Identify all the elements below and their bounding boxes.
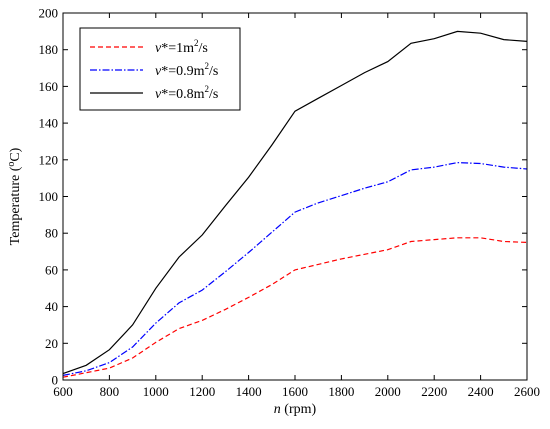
x-tick-label: 1200 bbox=[189, 384, 215, 399]
x-tick-label: 2400 bbox=[468, 384, 494, 399]
legend-entry-1: v*=1m2/s bbox=[155, 38, 208, 56]
x-axis-title: n (rpm) bbox=[274, 402, 317, 417]
series-line-2 bbox=[62, 161, 528, 376]
x-tick-label: 1000 bbox=[143, 384, 169, 399]
y-tick-label: 0 bbox=[52, 373, 59, 388]
legend-box bbox=[79, 27, 241, 111]
x-tick-label: 2000 bbox=[375, 384, 401, 399]
x-tick-label: 1800 bbox=[328, 384, 354, 399]
y-tick-label: 20 bbox=[45, 336, 58, 351]
x-tick-label: 600 bbox=[53, 384, 73, 399]
legend-entry-2: v*=0.9m2/s bbox=[155, 61, 218, 79]
y-tick-label: 100 bbox=[39, 189, 59, 204]
y-tick-label: 40 bbox=[45, 299, 58, 314]
x-tick-label: 800 bbox=[100, 384, 120, 399]
y-tick-label: 80 bbox=[45, 226, 58, 241]
x-tick-label: 2600 bbox=[514, 384, 540, 399]
x-tick-label: 1400 bbox=[236, 384, 262, 399]
y-tick-label: 160 bbox=[39, 79, 59, 94]
y-tick-label: 200 bbox=[39, 6, 59, 21]
series-line-3 bbox=[62, 30, 528, 375]
x-tick-label: 1600 bbox=[282, 384, 308, 399]
y-axis-title: Temperature (oC) bbox=[6, 147, 23, 245]
y-tick-label: 60 bbox=[45, 262, 58, 277]
y-tick-label: 180 bbox=[39, 42, 59, 57]
y-tick-label: 140 bbox=[39, 116, 59, 131]
series-line-1 bbox=[62, 237, 528, 378]
y-tick-label: 120 bbox=[39, 152, 59, 167]
x-tick-label: 2200 bbox=[421, 384, 447, 399]
legend-entry-3: v*=0.8m2/s bbox=[155, 84, 218, 102]
